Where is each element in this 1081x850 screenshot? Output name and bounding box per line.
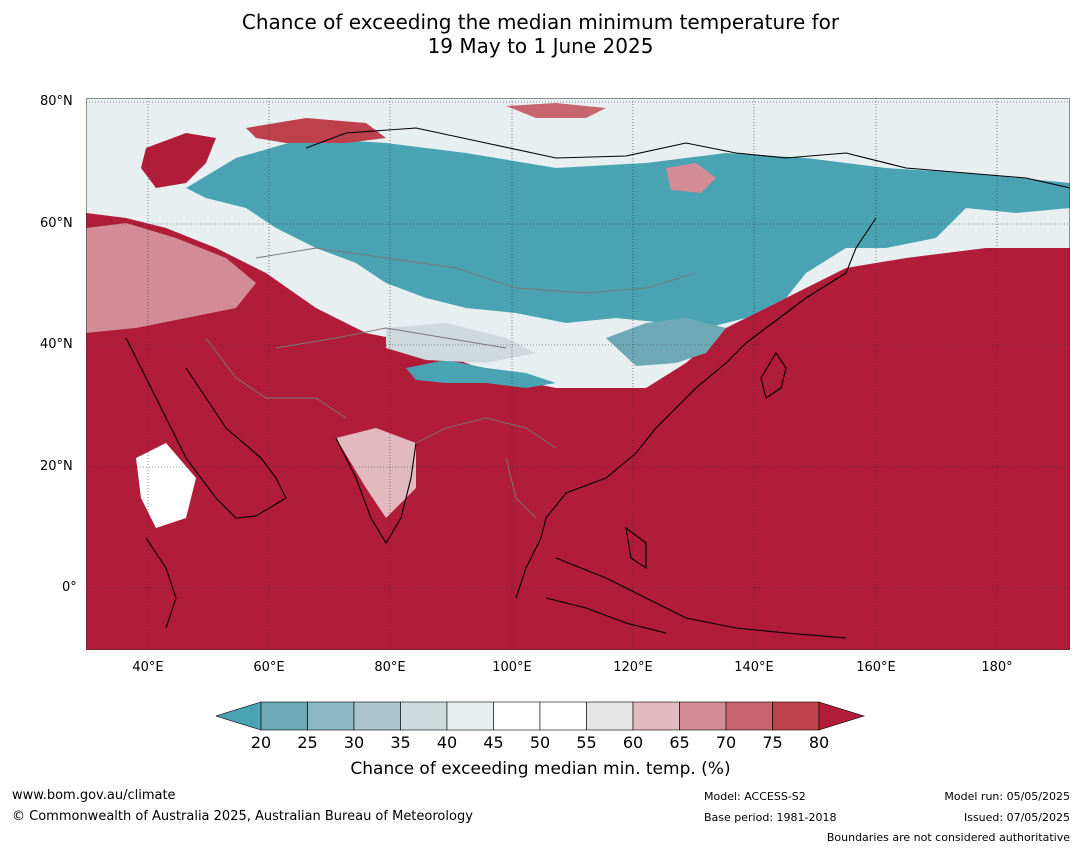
colorbar-tick-label: 80	[808, 733, 830, 752]
footer-copyright: © Commonwealth of Australia 2025, Austra…	[12, 809, 473, 824]
footer-issued: Issued: 07/05/2025	[963, 811, 1070, 824]
map-title-line-1: Chance of exceeding the median minimum t…	[241, 10, 840, 34]
colorbar-tick-label: 30	[343, 733, 365, 752]
colorbar-segment	[353, 701, 401, 731]
lon-label-60e: 60°E	[253, 660, 285, 675]
colorbar-tick-label: 45	[483, 733, 504, 752]
colorbar-label: Chance of exceeding median min. temp. (%…	[350, 759, 731, 779]
footer-model-run: Model run: 05/05/2025	[944, 790, 1070, 803]
warm-patch-yakutia	[666, 163, 716, 193]
colorbar-tick-label: 40	[436, 733, 458, 752]
colorbar-segment	[446, 701, 494, 731]
cold-region-east	[606, 318, 726, 366]
colorbar-segment	[772, 701, 820, 731]
colorbar	[216, 701, 866, 731]
lat-label-40n: 40°N	[40, 337, 73, 352]
warm-patch-europe	[86, 223, 256, 333]
colorbar-segment	[539, 701, 587, 731]
lon-label-160e: 160°E	[856, 660, 896, 675]
colorbar-segment	[632, 701, 680, 731]
lon-label-180: 180°	[981, 660, 1013, 675]
footer-model: Model: ACCESS-S2	[704, 790, 806, 803]
colorbar-extend-low	[216, 701, 262, 731]
colorbar-segment	[493, 701, 541, 731]
lat-label-60n: 60°N	[40, 216, 73, 231]
colorbar-segment	[260, 701, 308, 731]
neutral-patch-tibet	[386, 323, 536, 363]
lon-label-100e: 100°E	[492, 660, 532, 675]
colorbar-tick-label: 25	[297, 733, 318, 752]
graticule	[86, 98, 1070, 650]
country-borders	[205, 247, 697, 519]
footer-url: www.bom.gov.au/climate	[12, 788, 176, 803]
colorbar-tick-label: 35	[390, 733, 411, 752]
colorbar-tick-label: 55	[576, 733, 597, 752]
lon-label-140e: 140°E	[734, 660, 774, 675]
warm-patch-barents	[246, 118, 386, 143]
neutral-patch-arabia	[136, 443, 196, 528]
colorbar-segment	[400, 701, 448, 731]
footer-disclaimer: Boundaries are not considered authoritat…	[826, 831, 1070, 844]
neutral-patch-india	[336, 428, 416, 518]
colorbar-extend-high	[818, 701, 866, 731]
lat-label-80n: 80°N	[40, 94, 73, 109]
cold-region-central-asia	[406, 360, 556, 388]
colorbar-tick-label: 50	[529, 733, 551, 752]
colorbar-tick-label: 70	[715, 733, 737, 752]
coastlines	[125, 127, 1070, 639]
warm-patch-scandinavia	[141, 133, 216, 188]
colorbar-tick-label: 65	[669, 733, 690, 752]
lon-label-120e: 120°E	[613, 660, 653, 675]
lat-label-0: 0°	[62, 580, 77, 595]
colorbar-segment	[307, 701, 355, 731]
colorbar-tick-label: 75	[762, 733, 783, 752]
colorbar-segment	[586, 701, 634, 731]
colorbar-tick-label: 20	[250, 733, 272, 752]
lon-label-40e: 40°E	[132, 660, 164, 675]
colorbar-segments	[216, 701, 866, 731]
colorbar-segment	[679, 701, 727, 731]
lat-label-20n: 20°N	[40, 459, 73, 474]
colorbar-tick-label: 60	[622, 733, 644, 752]
lon-label-80e: 80°E	[374, 660, 406, 675]
colorbar-segment	[725, 701, 773, 731]
cold-region-siberia	[186, 138, 1070, 328]
footer-base-period: Base period: 1981-2018	[704, 811, 837, 824]
warm-patch-arctic	[506, 103, 606, 118]
forecast-map	[86, 98, 1070, 650]
map-title-line-2: 19 May to 1 June 2025	[427, 34, 654, 58]
